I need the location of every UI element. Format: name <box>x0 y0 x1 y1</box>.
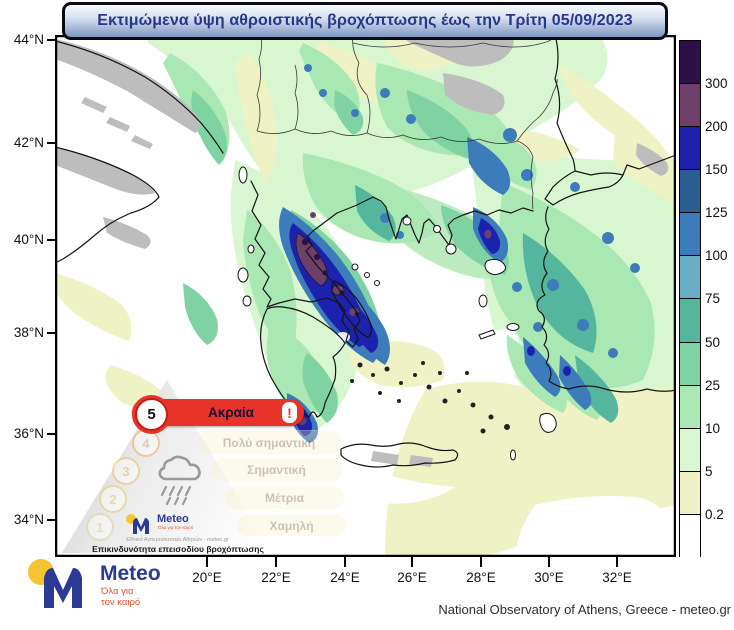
meteo-mini-logo-mark-icon <box>126 514 149 534</box>
lon-tick-label: 26°E <box>397 570 427 585</box>
colorbar-band <box>680 256 700 300</box>
colorbar-band <box>680 428 700 472</box>
attribution-text: National Observatory of Athens, Greece -… <box>438 602 731 617</box>
exclamation-icon: ! <box>282 402 297 423</box>
risk-level-2-circle: 2 <box>99 485 127 513</box>
colorbar-band <box>680 41 700 85</box>
meteo-mini-logo-tagline: Όλα για τον καιρό <box>158 525 194 530</box>
colorbar-tick-label: 5 <box>705 464 713 479</box>
colorbar-band <box>680 299 700 343</box>
lat-tick <box>47 239 56 241</box>
lat-tick <box>47 433 56 435</box>
lat-tick <box>47 519 56 521</box>
colorbar-band <box>680 342 700 386</box>
meteo-mini-logo-name: Meteo <box>157 513 189 525</box>
colorbar-tick-label: 75 <box>705 291 721 306</box>
colorbar-band <box>680 471 700 515</box>
lat-tick <box>47 39 56 41</box>
colorbar-tick-label: 50 <box>705 335 721 350</box>
lon-tick-label: 22°E <box>261 570 291 585</box>
meteo-logo-tagline: Όλα για τον καιρό <box>101 586 141 608</box>
lat-tick <box>47 332 56 334</box>
risk-level-3-circle: 3 <box>112 457 140 485</box>
rainfall-map <box>55 35 676 557</box>
map-title: Εκτιμώμενα ύψη αθροιστικής βροχόπτωσης έ… <box>97 12 633 29</box>
lon-tick <box>411 557 413 567</box>
lon-tick-label: 28°E <box>466 570 496 585</box>
risk-level-1-circle: 1 <box>86 513 114 541</box>
lon-tick-label: 20°E <box>192 570 222 585</box>
lon-tick-label: 30°E <box>534 570 564 585</box>
risk-level-4-circle: 4 <box>132 429 160 457</box>
lat-tick-label: 44°N <box>13 32 44 47</box>
lon-tick <box>480 557 482 567</box>
colorbar-tick-label: 300 <box>705 76 728 91</box>
colorbar-band <box>680 170 700 214</box>
risk-level-3-bar: Σημαντική <box>210 458 343 482</box>
lon-tick <box>206 557 208 567</box>
meteo-logo: Meteo Όλα για τον καιρό <box>26 556 196 618</box>
lon-tick <box>275 557 277 567</box>
risk-level-4-label: Πολύ σημαντική <box>222 435 316 450</box>
colorbar-tick-label: 100 <box>705 248 728 263</box>
rainfall-risk-pyramid: 5 Ακραία ! 4 Πολύ σημαντική 3 Σημαντική … <box>55 370 370 560</box>
lat-tick <box>47 142 56 144</box>
lon-tick-label: 32°E <box>602 570 632 585</box>
lon-tick-label: 24°E <box>330 570 360 585</box>
title-banner: Εκτιμώμενα ύψη αθροιστικής βροχόπτωσης έ… <box>62 2 668 40</box>
colorbar-tick-label: 10 <box>705 421 721 436</box>
lon-tick <box>344 557 346 567</box>
risk-level-1-label: Χαμηλή <box>269 518 314 533</box>
risk-level-1-bar: Χαμηλή <box>236 514 347 537</box>
lat-tick-label: 38°N <box>13 325 44 340</box>
meteo-logo-mark-icon <box>28 559 82 608</box>
colorbar-tick-label: 25 <box>705 378 721 393</box>
colorbar-band <box>680 127 700 171</box>
risk-level-2-bar: Μέτρια <box>224 486 345 510</box>
lat-tick-label: 42°N <box>13 135 44 150</box>
colorbar-tick-label: 200 <box>705 119 728 134</box>
meteo-mini-logo: Meteo Όλα για τον καιρό <box>125 513 295 535</box>
rainfall-colorbar <box>679 40 701 558</box>
pyramid-org-line: Εθνικό Αστεροσκοπείο Αθηνών - meteo.gr <box>126 537 229 543</box>
pyramid-title: Επικινδυνότητα επεισοδίου βροχόπτωσης <box>92 544 264 554</box>
risk-level-2-label: Μέτρια <box>265 491 304 505</box>
meteo-logo-name: Meteo <box>100 562 161 585</box>
risk-level-5-circle: 5 <box>135 398 168 431</box>
lat-tick-label: 34°N <box>13 512 44 527</box>
risk-level-5-label: Ακραία <box>208 405 254 420</box>
colorbar-tick-label: 0.2 <box>705 507 724 522</box>
colorbar-tick-label: 125 <box>705 205 728 220</box>
colorbar-band <box>680 84 700 128</box>
rainfall-map-svg <box>55 35 676 557</box>
risk-level-3-label: Σημαντική <box>247 463 306 477</box>
colorbar-band <box>680 213 700 257</box>
lon-tick <box>548 557 550 567</box>
rain-cloud-icon <box>158 455 201 506</box>
colorbar-band <box>680 385 700 429</box>
lat-tick-label: 36°N <box>13 426 44 441</box>
lon-tick <box>616 557 618 567</box>
colorbar-tick-label: 150 <box>705 162 728 177</box>
colorbar-band <box>680 514 700 558</box>
risk-level-4-bar: Πολύ σημαντική <box>196 430 342 455</box>
lat-tick-label: 40°N <box>13 232 44 247</box>
